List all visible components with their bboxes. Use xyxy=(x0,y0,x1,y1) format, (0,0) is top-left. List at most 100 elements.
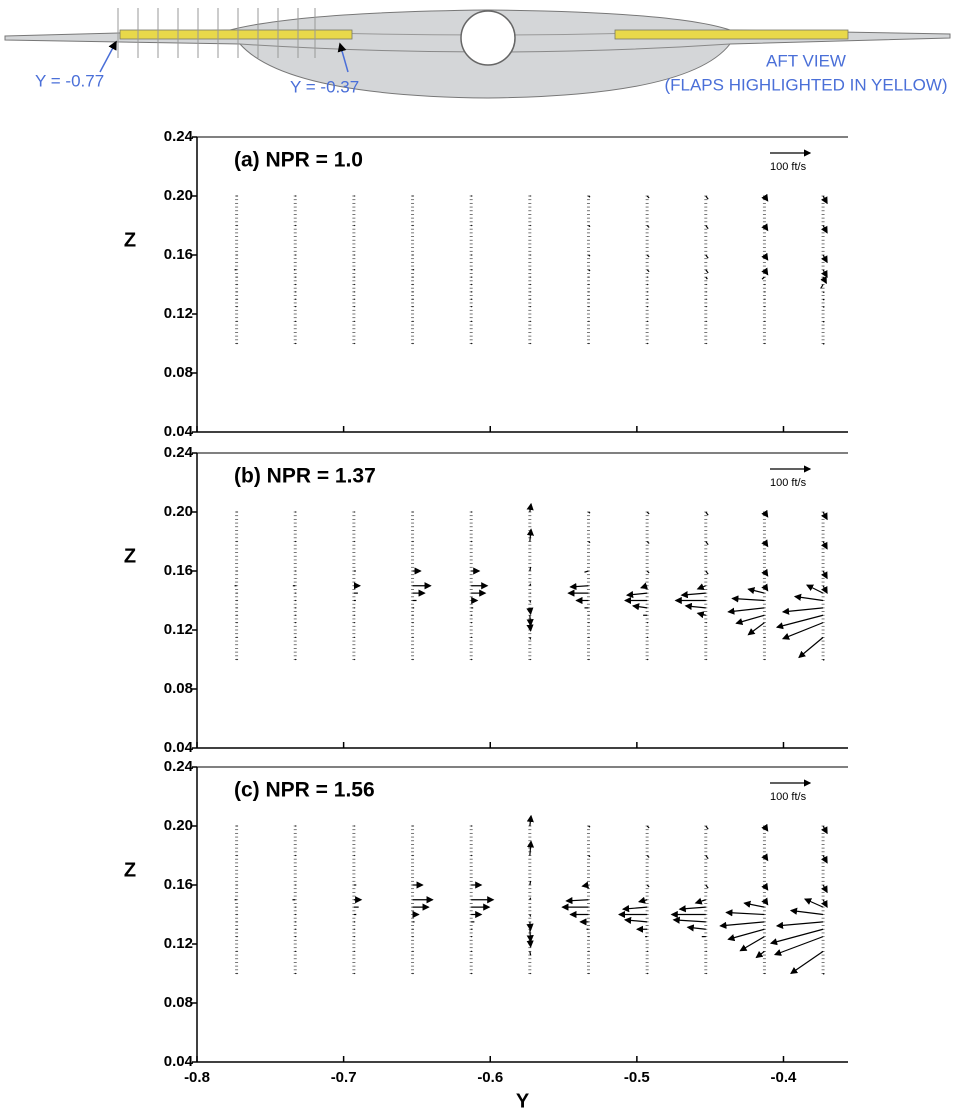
y-axis-label: Z xyxy=(124,545,136,567)
velocity-vector xyxy=(823,321,824,322)
velocity-vector xyxy=(530,881,531,885)
velocity-vector xyxy=(633,606,647,608)
velocity-vector xyxy=(762,277,764,279)
velocity-vector xyxy=(791,911,823,915)
velocity-vector xyxy=(706,571,708,574)
velocity-vector xyxy=(627,593,647,595)
velocity-vector xyxy=(799,637,823,657)
velocity-vector xyxy=(530,504,531,512)
velocity-vector xyxy=(686,606,706,608)
velocity-vector xyxy=(823,974,824,975)
y-tick-label: 0.12 xyxy=(164,305,193,322)
velocity-vector xyxy=(647,196,649,198)
x-tick-label: -0.7 xyxy=(331,1069,357,1086)
velocity-vector xyxy=(530,530,531,542)
velocity-vector xyxy=(791,951,823,973)
velocity-vector xyxy=(795,597,823,601)
velocity-vector xyxy=(706,542,708,545)
velocity-vector xyxy=(647,512,649,514)
x-tick-label: -0.4 xyxy=(771,1069,798,1086)
velocity-vector xyxy=(748,589,764,593)
velocity-vector xyxy=(647,571,649,573)
figure: Y = -0.77 Y = -0.37 AFT VIEW (FLAPS HIGH… xyxy=(0,0,954,1111)
velocity-vector xyxy=(823,292,824,293)
velocity-vector xyxy=(706,196,708,199)
y-tick-label: 0.04 xyxy=(164,739,194,756)
velocity-vector xyxy=(530,929,531,941)
velocity-vector xyxy=(647,255,649,257)
velocity-vector xyxy=(823,344,824,345)
velocity-vector xyxy=(530,637,531,639)
velocity-vector xyxy=(647,542,649,544)
velocity-vector xyxy=(566,900,588,901)
velocity-vector xyxy=(706,856,708,859)
velocity-vector xyxy=(674,920,706,922)
velocity-vector xyxy=(777,922,823,926)
panel-title: (c) NPR = 1.56 xyxy=(234,779,375,802)
velocity-vector xyxy=(696,900,706,903)
y-axis-label: Z xyxy=(124,859,136,881)
y-tick-label: 0.24 xyxy=(164,128,194,145)
y-tick-label: 0.08 xyxy=(164,680,193,697)
page: {"header":{"labels":["Y = -0.77","Y = -0… xyxy=(0,0,954,1111)
velocity-vector xyxy=(744,903,764,907)
velocity-vector xyxy=(530,584,531,586)
velocity-vector xyxy=(720,922,764,926)
velocity-vector xyxy=(698,613,706,615)
velocity-vector xyxy=(807,585,823,593)
velocity-vector xyxy=(823,299,824,300)
velocity-vector xyxy=(680,907,706,909)
velocity-vector xyxy=(823,660,824,661)
y-tick-label: 0.04 xyxy=(164,423,194,440)
y-tick-label: 0.16 xyxy=(164,876,193,893)
velocity-vector xyxy=(748,623,764,635)
y-tick-label: 0.12 xyxy=(164,935,193,952)
y-tick-label: 0.20 xyxy=(164,503,193,520)
y-tick-label: 0.04 xyxy=(164,1053,194,1070)
y-axis-label: Z xyxy=(124,229,136,251)
velocity-vector xyxy=(625,920,647,922)
aircraft-aft-view: Y = -0.77 Y = -0.37 AFT VIEW (FLAPS HIGH… xyxy=(5,8,950,98)
velocity-vector xyxy=(639,900,647,902)
station-label: Y = -0.77 xyxy=(35,71,104,90)
velocity-vector xyxy=(775,937,823,955)
velocity-vector xyxy=(647,270,649,272)
y-tick-label: 0.16 xyxy=(164,246,193,263)
y-tick-label: 0.24 xyxy=(164,758,194,775)
velocity-vector xyxy=(756,951,764,957)
panel-title: (b) NPR = 1.37 xyxy=(234,465,376,488)
x-tick-label: -0.8 xyxy=(184,1069,210,1086)
velocity-vector xyxy=(698,586,706,589)
velocity-vector xyxy=(623,907,647,909)
velocity-vector xyxy=(732,599,764,601)
reference-label: 100 ft/s xyxy=(770,477,807,489)
velocity-vector xyxy=(682,593,706,595)
velocity-vector xyxy=(706,826,708,829)
y-tick-label: 0.16 xyxy=(164,562,193,579)
y-tick-label: 0.20 xyxy=(164,187,193,204)
y-tick-label: 0.08 xyxy=(164,364,193,381)
velocity-vector xyxy=(688,927,706,929)
velocity-vector xyxy=(582,885,588,886)
velocity-vector xyxy=(530,608,531,614)
velocity-vector xyxy=(530,615,531,625)
velocity-vector xyxy=(530,922,531,930)
velocity-vector xyxy=(530,816,531,826)
velocity-vector xyxy=(647,856,649,858)
velocity-vector xyxy=(740,937,764,951)
x-tick-label: -0.5 xyxy=(624,1069,650,1086)
velocity-vector xyxy=(783,608,823,612)
y-tick-label: 0.20 xyxy=(164,817,193,834)
velocity-vector xyxy=(728,929,764,939)
y-tick-label: 0.08 xyxy=(164,994,193,1011)
y-tick-label: 0.12 xyxy=(164,621,193,638)
x-axis-label: Y xyxy=(516,1090,530,1111)
velocity-vector xyxy=(823,277,826,283)
velocity-vector xyxy=(706,885,708,888)
velocity-vector xyxy=(706,270,708,273)
velocity-vector xyxy=(728,608,764,612)
velocity-vector xyxy=(805,899,823,907)
velocity-vector xyxy=(736,615,764,623)
velocity-vector xyxy=(771,929,823,943)
velocity-vector xyxy=(530,842,531,856)
